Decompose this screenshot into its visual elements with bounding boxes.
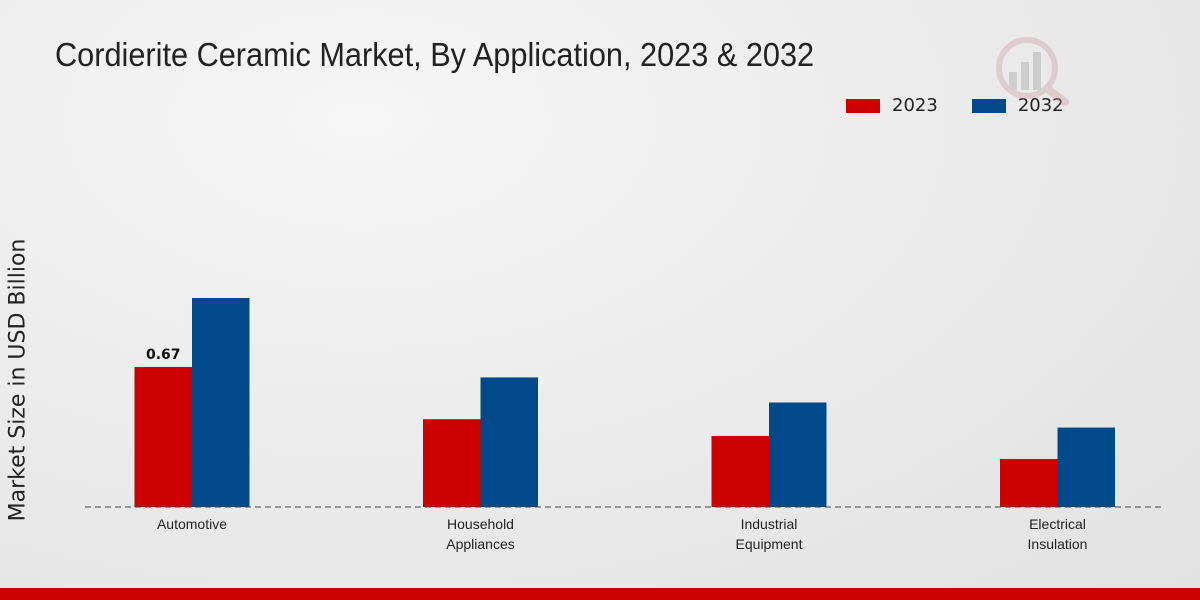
x-tick-label: Equipment [736, 536, 803, 552]
data-label: 0.67 [146, 347, 181, 363]
bar-2032-1 [480, 377, 538, 507]
bar-2023-2 [711, 435, 769, 507]
x-tick-label: Insulation [1028, 536, 1088, 552]
chart-title: Cordierite Ceramic Market, By Applicatio… [55, 36, 815, 73]
bar-2032-2 [769, 402, 827, 507]
x-tick-label: Household [447, 516, 514, 532]
bar-2023-3 [1000, 458, 1058, 507]
x-tick-label: Appliances [446, 536, 515, 552]
logo-icon [996, 37, 1069, 106]
x-tick-label: Electrical [1029, 516, 1086, 532]
legend-label: 2032 [1017, 95, 1064, 116]
legend-item-2023: 2023 [846, 95, 938, 116]
legend-swatch [846, 98, 880, 113]
legend-swatch [971, 98, 1006, 113]
bar-2032-0 [192, 298, 250, 507]
x-tick-label: Automotive [157, 516, 227, 532]
bar-2023-0 [134, 366, 192, 507]
bar-2032-3 [1057, 427, 1115, 507]
legend-label: 2023 [892, 95, 938, 116]
bar-2023-1 [423, 419, 481, 507]
legend: 2023 2032 [846, 95, 1064, 116]
footer-bar [0, 588, 1200, 600]
x-tick-label: Industrial [741, 516, 798, 532]
legend-item-2032: 2032 [971, 95, 1064, 116]
